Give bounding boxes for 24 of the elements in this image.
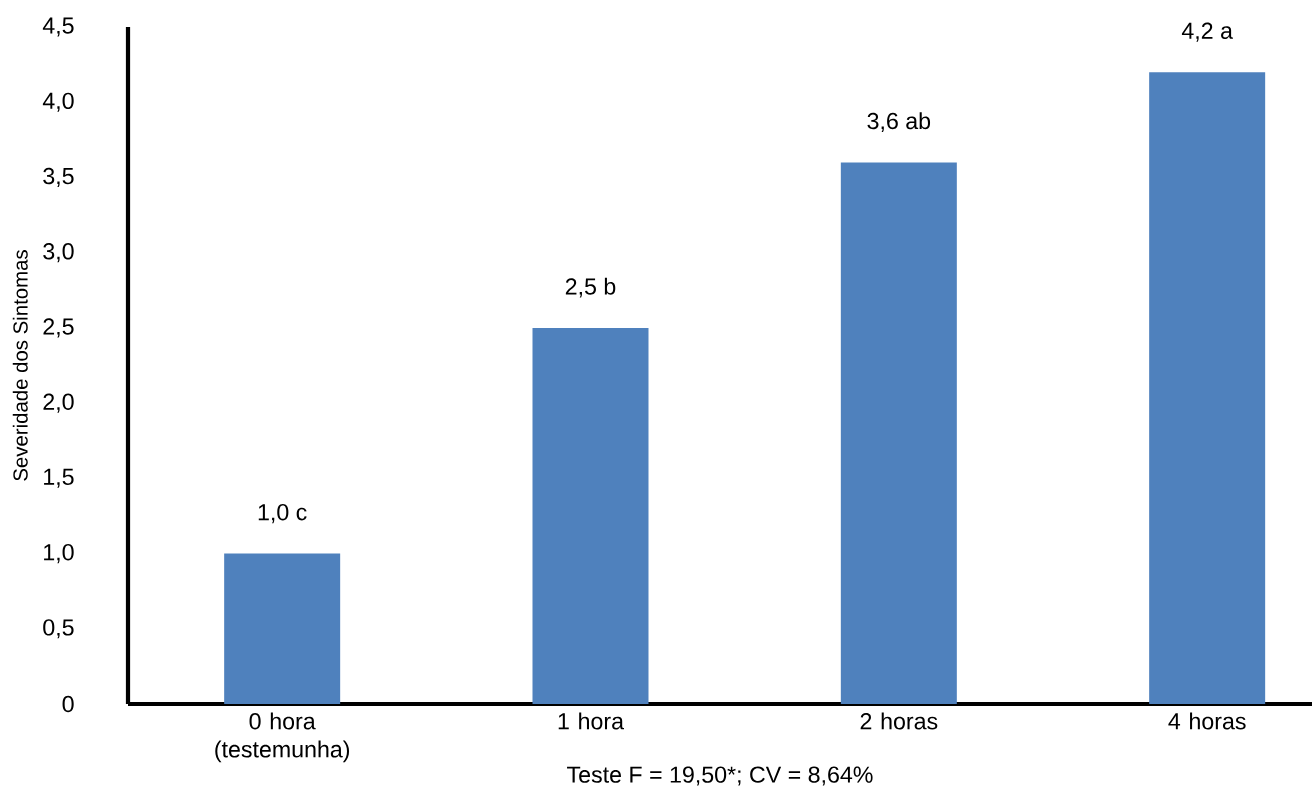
bar [840,162,957,704]
x-tick-label: 2 horas [860,712,938,730]
data-label: 2,5 b [565,277,616,298]
bar [532,327,649,704]
y-tick-label: 4,5 [42,17,74,37]
x-tick-label: 1 hora [558,712,625,730]
y-tick-label: 1,0 [44,543,74,564]
y-axis-title: Severidade dos Sintomas [12,250,28,481]
y-tick-label: 2,0 [43,393,74,413]
bar [224,553,341,704]
y-tick-label: 3,5 [43,167,74,188]
data-label: 4,2 a [1181,22,1233,42]
y-tick-label: 0 [62,695,74,713]
y-tick-label: 0,5 [43,619,74,639]
bar [1149,72,1266,704]
text: Teste F = 19,50*; CV = 8,64% [567,766,873,786]
y-tick-label: 3,0 [43,243,74,263]
data-label: 3,6 ab [867,112,931,132]
data-label: 1,0 c [258,503,307,524]
y-tick-label: 2,5 [43,318,74,338]
y-tick-label: 4,0 [42,92,74,112]
y-tick-label: 1,5 [44,468,74,488]
x-tick-label: 0 hora (testemunha) [215,712,350,763]
x-tick-label: 4 horas [1168,712,1246,730]
